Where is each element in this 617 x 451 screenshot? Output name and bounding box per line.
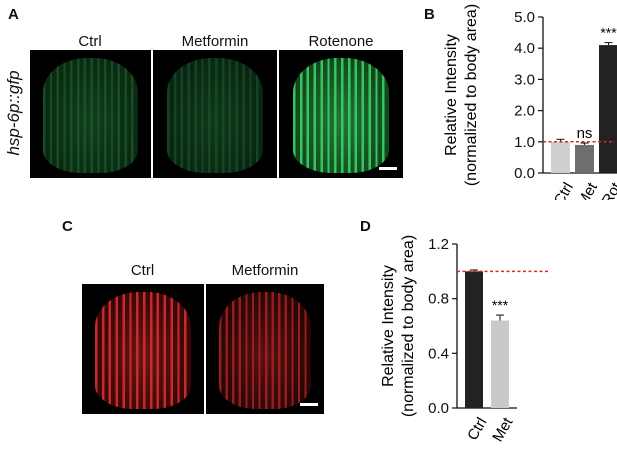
bar-met (575, 144, 594, 173)
scale-bar-c (300, 403, 318, 406)
y-tick-label: 0.0 (514, 165, 535, 182)
bar-rot (599, 45, 617, 173)
x-tick-label-rot: Rot (599, 179, 617, 200)
chart-b: 0.0 1.0 2.0 3.0 4.0 5.0 Ctrl ns Met *** Rot Relativ… (443, 4, 617, 200)
column-label-ctrl-a: Ctrl (78, 33, 102, 50)
y-axis-label: Relative Intensity (443, 34, 460, 156)
worm-body (292, 57, 390, 173)
panel-letter-d: D (360, 218, 371, 235)
annotation-met: ns (577, 125, 593, 142)
micrograph-ctrl-gfp (30, 50, 151, 178)
panel-letter-c: C (62, 218, 73, 235)
panel-letter-b: B (424, 6, 435, 23)
annotation-rot: *** (600, 25, 617, 41)
bar-ctrl (551, 141, 570, 173)
y-tick-label: 4.0 (514, 40, 535, 57)
x-tick-label-met: Met (574, 179, 602, 200)
y-tick-label: 0.4 (428, 345, 449, 362)
panel-letter-a: A (8, 6, 19, 23)
bar-met (491, 320, 509, 408)
worm-body (43, 57, 138, 173)
y-tick-label: 5.0 (514, 9, 535, 26)
annotation-met: *** (492, 297, 509, 313)
micrograph-rotenone-gfp (279, 50, 403, 178)
scale-bar-a (379, 167, 397, 170)
column-label-ctrl-c: Ctrl (130, 262, 155, 279)
column-label-metformin-c: Metformin (231, 262, 299, 279)
bar-ctrl (465, 271, 483, 408)
row-label-a: hsp-6p::gfp (4, 70, 23, 156)
micrograph-metformin-gfp (153, 50, 277, 178)
column-label-metformin-a: Metformin (181, 33, 249, 50)
column-label-rotenone-a: Rotenone (308, 33, 374, 50)
micrograph-ctrl-red (82, 284, 204, 414)
y-tick-label: 0.8 (428, 291, 449, 308)
micrograph-metformin-red (206, 284, 324, 414)
worm-body (166, 57, 264, 173)
y-tick-label: 0.0 (428, 400, 449, 417)
x-tick-label-met: Met (489, 414, 517, 445)
y-tick-label: 2.0 (514, 103, 535, 120)
y-axis-label: Relative Intensity (380, 265, 397, 387)
y-tick-label: 1.0 (514, 134, 535, 151)
worm-body (95, 291, 191, 409)
y-axis-label-secondary: (normalized to body area) (463, 4, 480, 186)
chart-d: 0.0 0.4 0.8 1.2 Ctrl *** Met Relative Intensity… (380, 235, 548, 445)
x-tick-label-ctrl: Ctrl (551, 180, 577, 200)
y-tick-label: 3.0 (514, 71, 535, 88)
x-tick-label-ctrl: Ctrl (464, 415, 490, 444)
y-tick-label: 1.2 (428, 236, 449, 253)
y-axis-label-secondary: (normalized to body area) (400, 235, 417, 417)
worm-body (218, 291, 311, 409)
